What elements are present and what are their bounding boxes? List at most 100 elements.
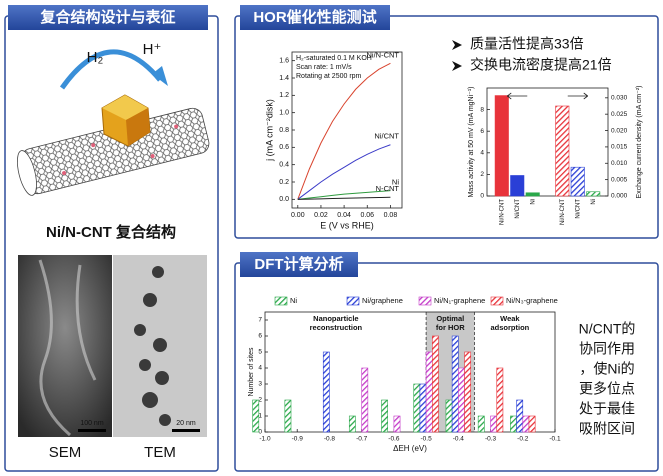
bar [510, 175, 525, 197]
legend-label: Ni/N₁-graphene [434, 296, 485, 305]
y-tick-label: 2 [480, 171, 484, 178]
bar [525, 192, 540, 197]
category-label: Ni [530, 199, 536, 205]
series-label: N-CNT [376, 184, 400, 193]
bar [555, 105, 570, 197]
bullet-text: 质量活性提高33倍 [470, 36, 584, 52]
x-tick-label: -0.8 [324, 436, 336, 443]
bar [381, 399, 388, 433]
legend-swatch [274, 296, 288, 306]
series-label: Ni/N-CNT [367, 50, 400, 59]
y-tick-label: 0.8 [279, 127, 289, 134]
panel-title: 复合结构设计与表征 [39, 8, 175, 26]
legend-label: Ni/graphene [362, 296, 403, 305]
h2-label: H₂ [87, 49, 104, 66]
y2-tick-label: 0.025 [611, 111, 628, 118]
x-tick-label: -0.9 [292, 436, 304, 443]
series-label: Ni [392, 178, 399, 187]
x-tick-label: 0.08 [384, 212, 398, 219]
x-tick-label: -0.5 [421, 436, 433, 443]
bar [494, 95, 509, 197]
note-line: 处于最佳 [579, 401, 635, 417]
y2-tick-label: 0.030 [611, 95, 628, 102]
annotation: Rotating at 2500 rpm [296, 73, 362, 80]
region-label: adsorption [491, 323, 530, 332]
y2-tick-label: 0.015 [611, 144, 628, 151]
region-label: Weak [500, 314, 520, 323]
category-label: Ni/N-CNT [499, 199, 505, 225]
tem-particles [134, 266, 171, 426]
title-tab [240, 5, 390, 30]
bar [413, 383, 421, 433]
series-line [297, 190, 391, 200]
y-tick-label: 0.0 [279, 196, 289, 203]
y-tick-label: 1 [258, 413, 262, 420]
y-tick-label: 4 [480, 150, 484, 157]
note-line: ，使Ni的 [579, 361, 634, 377]
y-tick-label: 0.6 [279, 144, 289, 151]
y-tick-label: 1.2 [279, 92, 289, 99]
axis-arrow [507, 92, 528, 100]
x-tick-label: -0.6 [388, 436, 400, 443]
plot-frame [486, 87, 609, 197]
y-tick-label: 0.2 [279, 179, 289, 186]
region-label: for HOR [436, 323, 465, 332]
y-tick-label: 1.4 [279, 75, 289, 82]
bar [496, 367, 504, 433]
y-axis-label: Mass activity at 50 mV (mA mgNi⁻¹) [468, 86, 475, 197]
x-tick-label: 0.00 [291, 212, 305, 219]
title-tab [240, 252, 358, 277]
note-line: 吸附区间 [579, 421, 635, 437]
x-tick-label: -0.4 [453, 436, 465, 443]
category-label: Ni/N-CNT [560, 199, 566, 225]
note-line: 更多位点 [579, 381, 635, 397]
sem-image [18, 255, 112, 437]
y-tick-label: 7 [258, 317, 262, 324]
y-tick-label: 0.4 [279, 162, 289, 169]
y-axis-label: Number of sites [248, 347, 255, 397]
annotation: Scan rate: 1 mV/s [296, 64, 352, 71]
axis-arrow [567, 92, 588, 100]
category-label: Ni/CNT [575, 199, 581, 219]
series-line [297, 62, 391, 200]
bar [393, 415, 401, 433]
sem-label: SEM [49, 444, 82, 461]
scale-bar [78, 429, 106, 432]
y2-axis-label: Exchange current density (mA cm⁻²) [636, 85, 643, 198]
series-line [297, 144, 391, 200]
bar [361, 367, 369, 433]
y-tick-label: 4 [258, 365, 262, 372]
y-tick-label: 0 [258, 429, 262, 436]
bar [510, 415, 517, 433]
y-tick-label: 0 [480, 193, 484, 200]
title-tab [8, 5, 208, 30]
reaction-arrow [59, 49, 162, 90]
x-tick-label: -0.2 [517, 436, 529, 443]
bar [445, 399, 453, 433]
y-tick-label: 1.0 [279, 110, 289, 117]
x-axis-label: E (V vs RHE) [320, 220, 374, 230]
bullet-icon [452, 40, 462, 50]
bar [432, 335, 439, 433]
y2-tick-label: 0.000 [611, 193, 628, 200]
bar [477, 415, 485, 433]
plot-frame [264, 311, 556, 433]
legend-label: Ni/N₃-graphene [506, 296, 558, 305]
category-label: Ni [591, 199, 597, 205]
bar [586, 191, 601, 197]
y-tick-label: 2 [258, 397, 262, 404]
bar [570, 166, 585, 197]
y-tick-label: 1.6 [279, 58, 289, 65]
x-tick-label: 0.02 [314, 212, 328, 219]
bar [522, 415, 530, 433]
tem-label: TEM [144, 444, 176, 461]
bar [458, 367, 465, 433]
y-tick-label: 5 [258, 349, 262, 356]
category-label: Ni/CNT [515, 199, 521, 219]
y2-tick-label: 0.005 [611, 176, 628, 183]
bar [464, 351, 472, 433]
nanoparticle-facet [126, 108, 150, 146]
y-tick-label: 3 [258, 381, 262, 388]
scale-bar [172, 429, 200, 432]
